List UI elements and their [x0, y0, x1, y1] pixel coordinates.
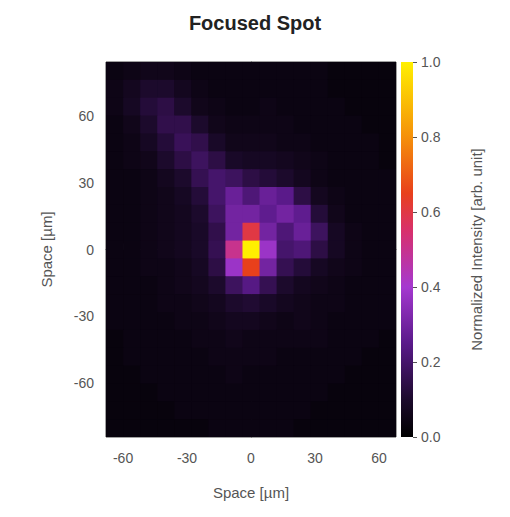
- svg-text:0.2: 0.2: [421, 354, 441, 370]
- svg-text:0.4: 0.4: [421, 279, 441, 295]
- svg-text:0.6: 0.6: [421, 204, 441, 220]
- svg-text:60: 60: [371, 450, 387, 466]
- svg-text:0: 0: [86, 242, 94, 258]
- svg-text:Focused Spot: Focused Spot: [189, 12, 322, 34]
- svg-text:-30: -30: [74, 308, 94, 324]
- svg-text:30: 30: [307, 450, 323, 466]
- svg-text:-30: -30: [177, 450, 197, 466]
- svg-text:-60: -60: [113, 450, 133, 466]
- svg-text:30: 30: [78, 175, 94, 191]
- svg-text:Space [µm]: Space [µm]: [38, 211, 55, 287]
- svg-text:0: 0: [247, 450, 255, 466]
- svg-text:Normalized Intensity [arb. uni: Normalized Intensity [arb. unit]: [468, 148, 485, 351]
- svg-text:0.0: 0.0: [421, 429, 441, 445]
- svg-text:-60: -60: [74, 375, 94, 391]
- svg-text:60: 60: [78, 108, 94, 124]
- svg-text:Space [µm]: Space [µm]: [213, 484, 289, 501]
- svg-text:0.8: 0.8: [421, 129, 441, 145]
- svg-text:1.0: 1.0: [421, 54, 441, 70]
